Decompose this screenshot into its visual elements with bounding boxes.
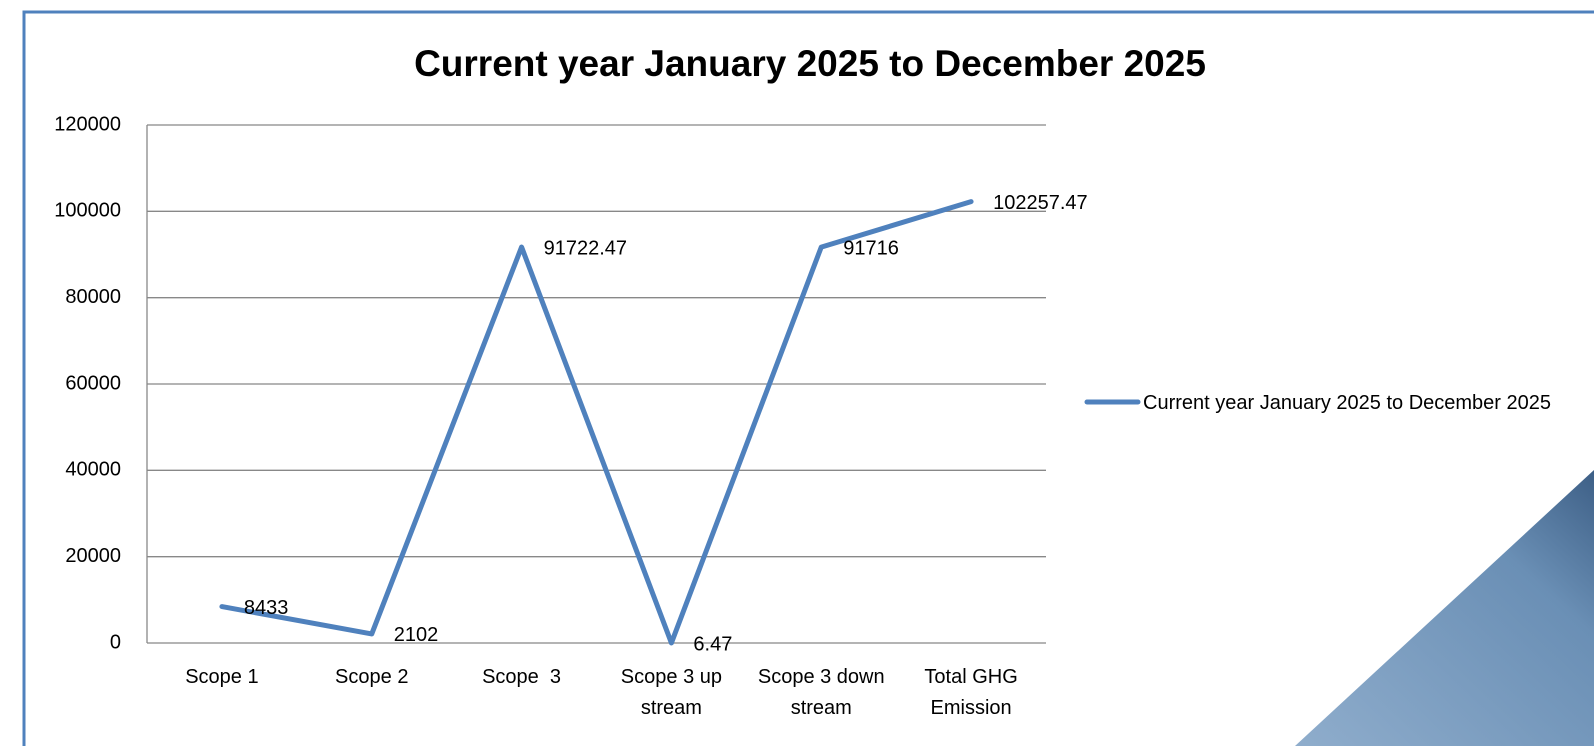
x-tick-label: Scope 3 — [482, 666, 562, 688]
data-label: 91716 — [843, 237, 899, 259]
data-label: 6.47 — [693, 633, 732, 655]
legend-label: Current year January 2025 to December 20… — [1143, 392, 1552, 414]
x-tick-label: Scope 2 — [335, 666, 409, 688]
y-tick-label: 40000 — [65, 459, 121, 481]
y-tick-label: 0 — [110, 631, 121, 653]
x-tick-label: Total GHG Emission — [924, 666, 1024, 719]
x-tick-label: Scope 1 — [185, 666, 259, 688]
y-tick-label: 20000 — [65, 545, 121, 567]
x-tick-label: Scope 3 up stream — [620, 666, 728, 719]
data-label: 8433 — [244, 597, 289, 619]
data-label: 2102 — [394, 624, 439, 646]
line — [219, 199, 974, 646]
y-tick-label: 120000 — [54, 113, 121, 135]
frame — [22, 10, 1594, 746]
x-tick-label: Scope 3 down stream — [757, 666, 891, 719]
y-tick-label: 100000 — [54, 200, 121, 222]
data-label: 91722.47 — [544, 237, 627, 259]
chart-title: Current year January 2025 to December 20… — [414, 43, 1206, 84]
y-tick-label: 60000 — [65, 372, 121, 394]
data-label: 102257.47 — [993, 192, 1088, 214]
y-tick-label: 80000 — [65, 286, 121, 308]
decoration — [1295, 470, 1594, 746]
